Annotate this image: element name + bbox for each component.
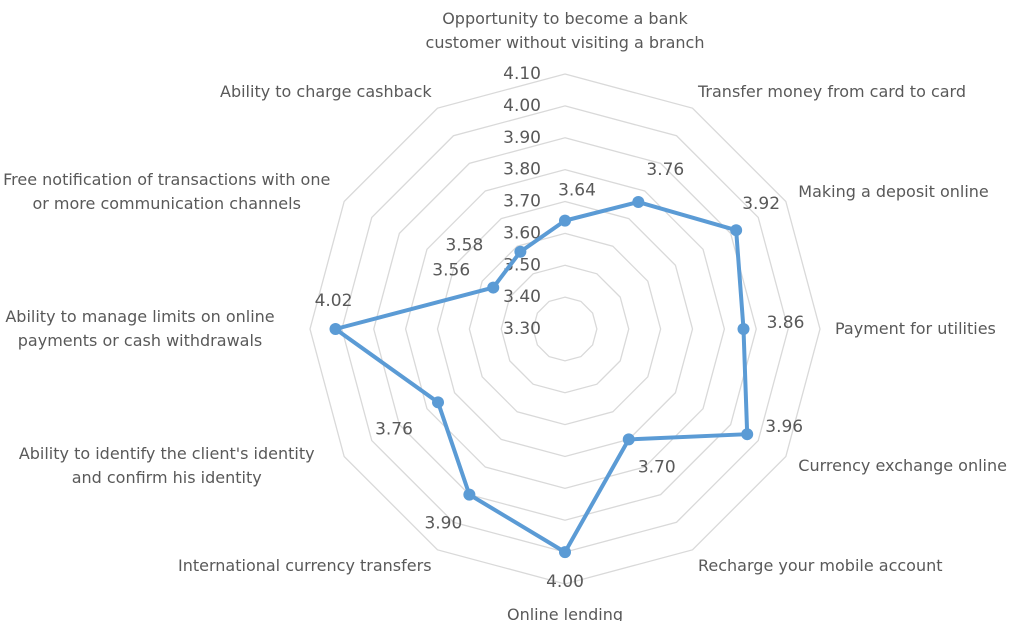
radial-tick-label: 4.10 xyxy=(503,64,541,84)
data-label: 3.64 xyxy=(558,181,596,201)
category-label: Ability to identify the client's identit… xyxy=(18,444,315,487)
category-label: Currency exchange online xyxy=(798,456,1007,475)
data-point xyxy=(741,428,754,441)
data-label: 4.00 xyxy=(546,572,584,592)
radial-tick-label: 3.90 xyxy=(503,128,541,148)
data-point xyxy=(730,224,743,237)
category-label: Payment for utilities xyxy=(835,319,996,338)
data-point xyxy=(559,546,571,559)
data-point xyxy=(463,488,476,501)
category-label: Making a deposit online xyxy=(798,182,989,201)
data-point xyxy=(432,396,445,409)
grid-ring xyxy=(373,137,757,521)
category-label: Recharge your mobile account xyxy=(698,556,943,576)
data-label: 4.02 xyxy=(315,291,353,311)
data-point xyxy=(329,323,342,335)
series-line xyxy=(333,200,750,555)
category-label: Online lending xyxy=(506,605,624,621)
grid-ring xyxy=(468,232,662,426)
data-label: 3.56 xyxy=(432,261,470,281)
grid-ring xyxy=(436,200,694,458)
data-label: 3.58 xyxy=(445,236,483,256)
radial-tick-label: 3.70 xyxy=(503,192,541,212)
data-label: 3.76 xyxy=(375,419,413,439)
data-label: 3.92 xyxy=(742,194,780,214)
data-point xyxy=(622,433,635,446)
data-label: 3.86 xyxy=(767,313,805,333)
grid-ring xyxy=(500,264,630,394)
radial-tick-label: 3.40 xyxy=(503,287,541,307)
radial-tick-label: 3.30 xyxy=(503,319,541,339)
grid-ring xyxy=(532,296,598,362)
data-label: 3.90 xyxy=(424,514,462,534)
radial-tick-label: 3.80 xyxy=(503,160,541,180)
radial-tick-label: 3.60 xyxy=(503,223,541,243)
data-point xyxy=(514,245,527,258)
grid-ring xyxy=(341,105,789,553)
data-label: 3.76 xyxy=(646,160,684,180)
category-label: International currency transfers xyxy=(178,556,432,576)
data-point xyxy=(487,281,500,294)
data-point xyxy=(559,214,571,227)
category-label: Ability to charge cashback xyxy=(220,81,432,101)
category-label: Opportunity to become a bank customer wi… xyxy=(425,9,705,52)
category-label: Transfer money from card to card xyxy=(698,81,966,101)
grid-ring xyxy=(404,168,726,490)
data-point xyxy=(632,196,645,209)
category-label: Ability to manage limits on online payme… xyxy=(5,307,275,350)
radial-tick-label: 4.00 xyxy=(503,96,541,116)
category-label: Free notification of transactions with o… xyxy=(3,170,331,213)
data-label: 3.70 xyxy=(638,457,676,477)
data-point xyxy=(737,323,750,335)
grid-ring xyxy=(309,73,821,585)
data-label: 3.96 xyxy=(765,417,803,437)
